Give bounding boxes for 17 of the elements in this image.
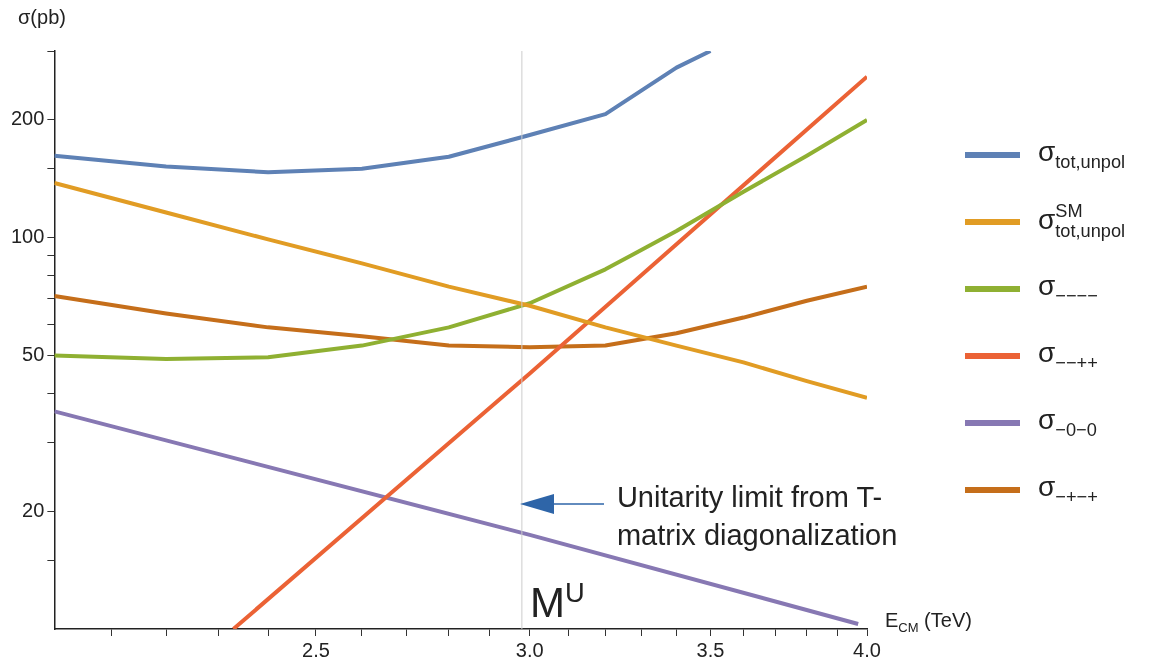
y-axis-title: σ(pb) <box>18 6 66 29</box>
legend-label: σ$_{tot,unpol}$ <box>1038 136 1126 173</box>
x-tick-label: 3.5 <box>696 638 725 661</box>
x-tick-label: 3.0 <box>515 638 544 661</box>
y-tick-label: 20 <box>22 498 45 521</box>
ref-line-label: M$^{U}$ <box>529 577 585 627</box>
legend-label: σ$_{−0−0}$ <box>1038 404 1097 441</box>
legend-label: σ$_{−−++}$ <box>1038 337 1098 374</box>
y-tick-label: 100 <box>10 225 45 248</box>
annotation: Unitarity limit from T-matrix diagonalization <box>616 480 899 553</box>
x-axis-title: E$_{CM}$ (TeV) <box>885 609 972 635</box>
x-tick-label: 4.0 <box>853 638 881 661</box>
legend-label: σ$_{−+−+}$ <box>1038 471 1098 508</box>
legend-label: σ$_{−−−−}$ <box>1038 270 1098 307</box>
y-tick-label: 50 <box>22 343 45 366</box>
x-tick-label: 2.5 <box>302 638 330 661</box>
y-tick-label: 200 <box>10 107 45 130</box>
